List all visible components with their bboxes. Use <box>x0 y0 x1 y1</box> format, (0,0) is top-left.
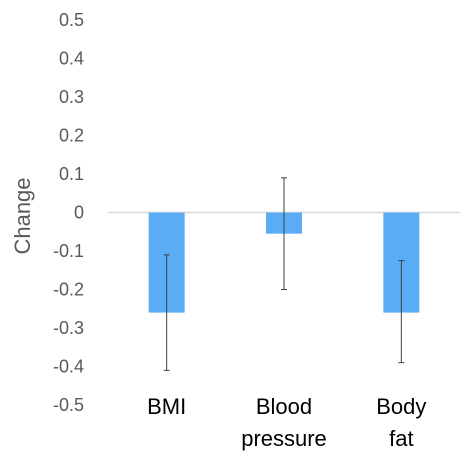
y-tick-label: 0 <box>74 203 84 223</box>
error-bar <box>281 177 287 290</box>
y-axis-title: Change <box>10 177 35 254</box>
category-labels: BMI Blood pressure Body fat <box>147 394 426 451</box>
y-tick-label: 0.5 <box>59 10 84 30</box>
y-tick-label: 0.4 <box>59 49 84 69</box>
y-tick-label: 0.3 <box>59 87 84 107</box>
y-tick-label: -0.4 <box>53 357 84 377</box>
x-category-label-line: Blood <box>256 394 312 419</box>
y-tick-label: -0.5 <box>53 395 84 415</box>
x-category-label-line: BMI <box>147 394 186 419</box>
x-category-label-line: Body <box>376 394 426 419</box>
y-tick-label: 0.1 <box>59 164 84 184</box>
error-bar <box>163 254 170 371</box>
y-tick-label: -0.3 <box>53 318 84 338</box>
error-bar <box>398 260 405 364</box>
x-category-label: Body fat <box>376 394 426 451</box>
y-axis-ticks: 0.5 0.4 0.3 0.2 0.1 0 -0.1 -0.2 -0.3 -0.4 -0.5 <box>53 10 84 415</box>
y-tick-label: 0.2 <box>59 126 84 146</box>
x-category-label-line: pressure <box>241 426 327 451</box>
y-tick-label: -0.1 <box>53 241 84 261</box>
error-bars <box>163 177 405 371</box>
x-category-label-line: fat <box>389 426 413 451</box>
y-tick-label: -0.2 <box>53 280 84 300</box>
x-category-label: Blood pressure <box>241 394 327 451</box>
x-category-label: BMI <box>147 394 186 419</box>
